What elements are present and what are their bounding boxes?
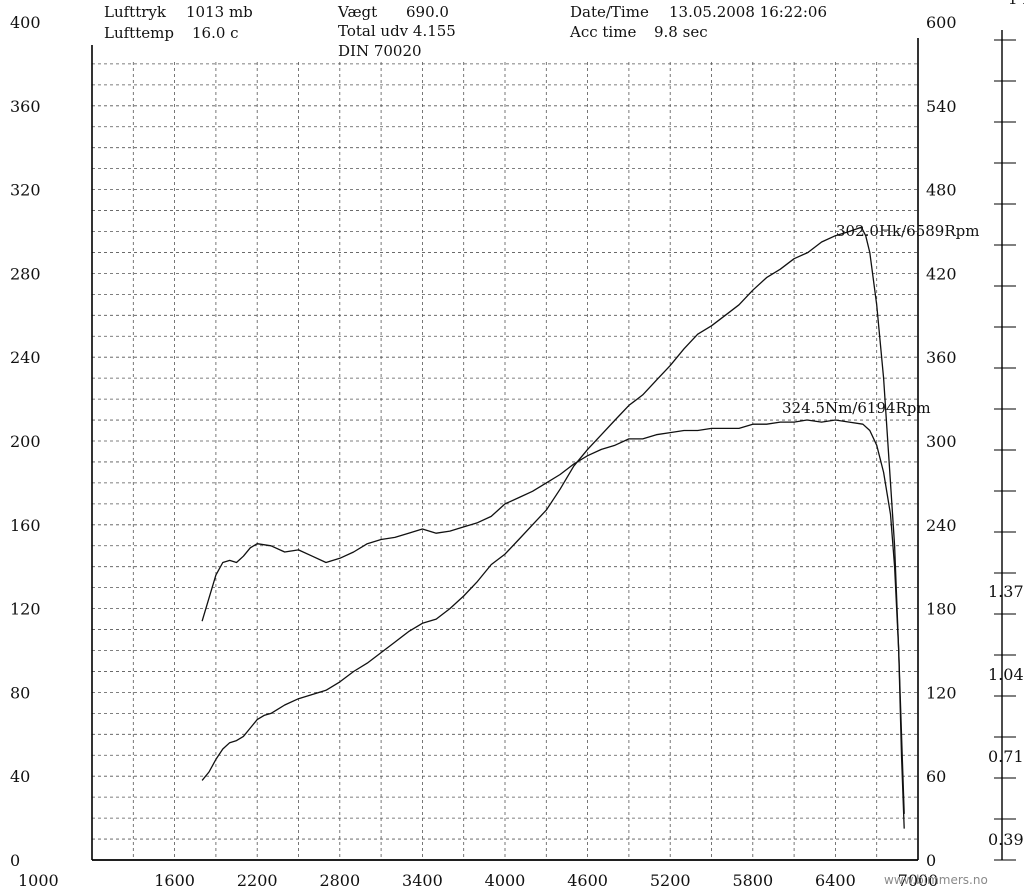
- y-left-tick-label: 400: [10, 13, 41, 32]
- y-far-right-axis: 0.39 0.71 1.04 1.37: [988, 30, 1024, 861]
- y-left-tick-label: 280: [10, 264, 41, 283]
- y-far-right-tick-label: 1.04: [988, 665, 1024, 684]
- annotations: 302.0Hk/6589Rpm 324.5Nm/6194Rpm: [782, 222, 979, 417]
- y-left-tick-label: 80: [10, 683, 30, 702]
- y-right-tick-label: 300: [926, 432, 957, 451]
- watermark: www.bimmers.no: [884, 873, 988, 887]
- y-left-tick-label: 160: [10, 516, 41, 535]
- x-tick-label: 4000: [485, 871, 526, 888]
- x-tick-label: 2200: [237, 871, 278, 888]
- y-right-tick-label: 360: [926, 348, 957, 367]
- y-right-tick-label: 180: [926, 600, 957, 619]
- datetime-label: Date/Time: [570, 3, 649, 21]
- vaegt-label: Vægt: [337, 3, 377, 21]
- grid-lines: [92, 62, 918, 860]
- y-left-tick-label: 360: [10, 97, 41, 116]
- corner-fragment: 1 L: [1008, 0, 1024, 8]
- y-left-tick-label: 200: [10, 432, 41, 451]
- din-standard: DIN 70020: [338, 42, 422, 60]
- x-tick-label: 1000: [18, 871, 59, 888]
- acc-time-value: 9.8 sec: [654, 23, 708, 41]
- x-tick-label: 5200: [650, 871, 691, 888]
- x-tick-labels: 1000 1600 2200 2800 3400 4000 4600 5200 5800 6400…: [18, 871, 938, 888]
- y-far-right-tick-label: 0.39: [988, 830, 1024, 849]
- vaegt-value: 690.0: [406, 3, 449, 21]
- y-left-tick-label: 120: [10, 600, 41, 619]
- torque-curve: [201, 419, 905, 829]
- total-udv: Total udv 4.155: [338, 22, 456, 40]
- axes: [91, 38, 919, 861]
- y-left-tick-labels: 0 40 80 120 160 200 240 280 320 360 400: [10, 13, 41, 870]
- power-peak-label: 302.0Hk/6589Rpm: [836, 222, 979, 240]
- torque-peak-label: 324.5Nm/6194Rpm: [782, 399, 931, 417]
- x-tick-label: 5800: [732, 871, 773, 888]
- x-tick-label: 1600: [154, 871, 195, 888]
- y-right-tick-label: 540: [926, 97, 957, 116]
- y-right-tick-label: 120: [926, 683, 957, 702]
- lufttemp-label: Lufttemp: [104, 24, 174, 42]
- y-right-tick-label: 480: [926, 181, 957, 200]
- x-tick-label: 2800: [319, 871, 360, 888]
- y-right-tick-label: 60: [926, 767, 946, 786]
- y-left-tick-label: 40: [10, 767, 30, 786]
- x-tick-label: 6400: [815, 871, 856, 888]
- y-right-tick-label: 600: [926, 13, 957, 32]
- lufttryk-label: Lufttryk: [104, 3, 167, 21]
- header-info: Lufttryk 1013 mb Lufttemp 16.0 c Vægt 69…: [104, 0, 1024, 60]
- lufttryk-value: 1013 mb: [186, 3, 253, 21]
- y-right-tick-label: 420: [926, 264, 957, 283]
- y-left-tick-label: 240: [10, 348, 41, 367]
- x-tick-label: 3400: [402, 871, 443, 888]
- y-far-right-tick-label: 1.37: [988, 582, 1024, 601]
- x-tick-label: 7000: [898, 871, 939, 888]
- y-left-tick-label: 0: [10, 851, 20, 870]
- x-tick-label: 4600: [567, 871, 608, 888]
- acc-time-label: Acc time: [569, 23, 636, 41]
- y-far-right-tick-label: 0.71: [988, 747, 1024, 766]
- y-left-tick-label: 320: [10, 181, 41, 200]
- power-curve: [201, 226, 905, 814]
- y-right-tick-label: 240: [926, 516, 957, 535]
- y-right-tick-label: 0: [926, 851, 936, 870]
- datetime-value: 13.05.2008 16:22:06: [669, 3, 827, 21]
- series-lines: [201, 226, 905, 829]
- lufttemp-value: 16.0 c: [192, 24, 239, 42]
- y-right-tick-labels: 0 60 120 180 240 300 360 420 480 540 600: [926, 13, 957, 870]
